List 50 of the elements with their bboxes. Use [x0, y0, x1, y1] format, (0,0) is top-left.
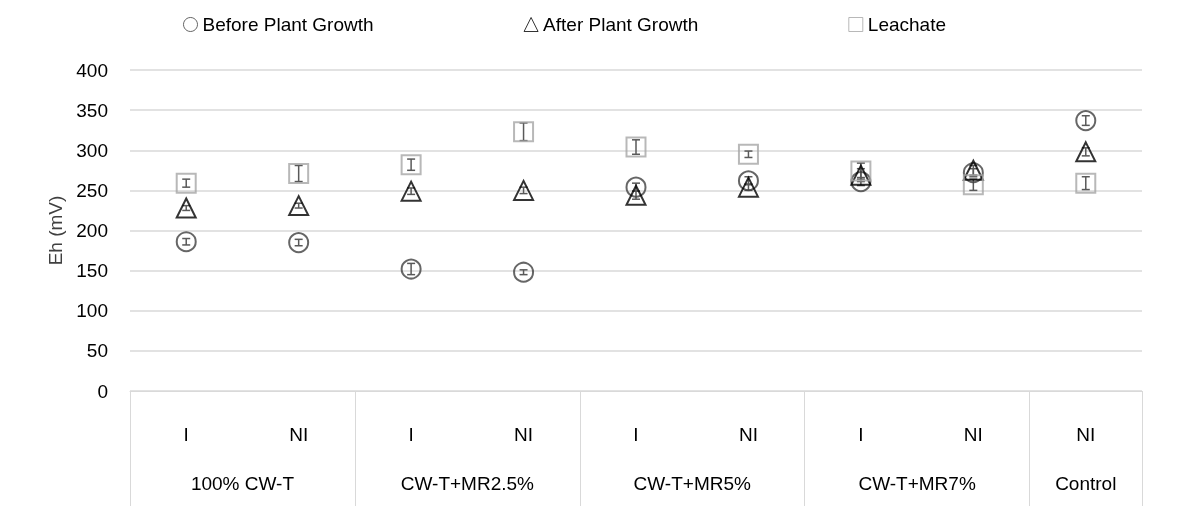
x-tick-label: I	[408, 424, 414, 445]
point	[737, 176, 759, 198]
point	[1075, 172, 1097, 194]
point	[288, 232, 310, 254]
point	[288, 163, 310, 185]
point	[513, 261, 535, 283]
text: CW-T+MR2.5%	[400, 473, 535, 494]
point	[175, 231, 197, 253]
x-tick-label: I	[633, 424, 639, 445]
x-tick-label: I	[858, 424, 864, 445]
y-tick-label: 200	[76, 220, 108, 241]
point	[962, 174, 984, 196]
point	[288, 195, 310, 217]
point	[737, 170, 759, 192]
y-tick-label: 0	[97, 380, 108, 402]
point	[400, 258, 422, 280]
x-tick-label: NI	[738, 424, 758, 445]
point	[400, 180, 422, 202]
x-tick-label: NI	[1076, 424, 1096, 445]
point	[625, 184, 647, 206]
y-tick-label: 250	[76, 179, 108, 201]
point	[1075, 110, 1097, 132]
legend-label: Before Plant Growth	[202, 14, 374, 35]
x-tick-label: NI	[963, 424, 983, 445]
y-tick-label: 100	[76, 300, 108, 322]
y-axis-title: Eh (mV)	[45, 195, 67, 266]
text: CW-T+MR5%	[633, 473, 751, 494]
point	[400, 154, 422, 176]
point	[175, 197, 197, 219]
x-tick-label: I	[183, 424, 189, 445]
point	[625, 136, 647, 158]
y-tick-label: 150	[76, 260, 108, 282]
y-tick-label: 300	[76, 139, 108, 161]
point	[175, 172, 197, 194]
y-tick-label: 350	[76, 99, 108, 121]
x-tick-label: NI	[514, 424, 534, 445]
legend-label: After Plant Growth	[543, 14, 699, 35]
point	[737, 143, 759, 165]
legend-label: Leachate	[867, 14, 946, 35]
text: Control	[1055, 473, 1117, 494]
text: 100% CW-T	[190, 473, 295, 494]
y-tick-label: 50	[86, 340, 108, 362]
point	[513, 121, 535, 143]
point	[1075, 141, 1097, 163]
point	[625, 176, 647, 198]
y-tick-label: 400	[76, 59, 108, 81]
text: CW-T+MR7%	[858, 473, 976, 494]
x-tick-label: NI	[289, 424, 309, 445]
point	[850, 171, 872, 193]
point	[513, 179, 535, 201]
